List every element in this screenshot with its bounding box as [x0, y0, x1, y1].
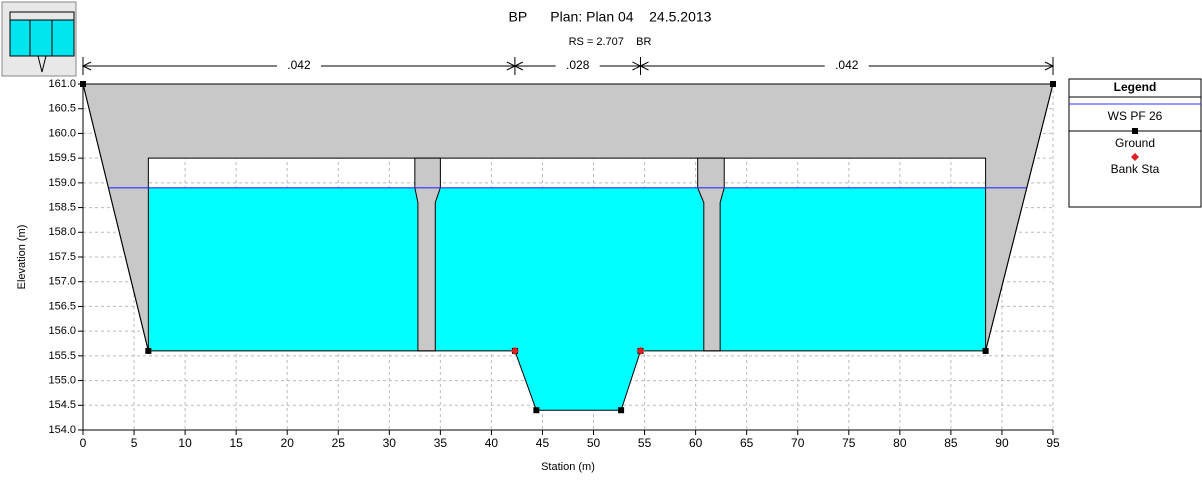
- ground-point: [618, 407, 625, 414]
- legend: Legend: [1068, 78, 1202, 208]
- x-tick-label: 95: [1046, 436, 1060, 450]
- y-tick-label: 159.0: [48, 177, 76, 189]
- axes: [82, 84, 1053, 431]
- legend-label: Ground: [1115, 136, 1155, 150]
- x-tick-label: 45: [536, 436, 550, 450]
- thumbnail-outline: [9, 11, 75, 73]
- x-tick-label: 30: [383, 436, 397, 450]
- y-axis-label: Elevation (m): [16, 225, 28, 290]
- ground-point: [145, 347, 152, 354]
- legend-title: Legend: [1114, 80, 1157, 94]
- ground-point: [982, 347, 989, 354]
- ground-line: [82, 83, 1054, 411]
- x-axis-label: Station (m): [541, 461, 595, 473]
- pier: [697, 157, 725, 352]
- x-tick-label: 65: [740, 436, 754, 450]
- x-tick-label: 60: [689, 436, 703, 450]
- x-tick-label: 5: [131, 436, 138, 450]
- y-tick-label: 159.5: [48, 152, 76, 164]
- y-tick-label: 154.0: [48, 424, 76, 436]
- x-tick-label: 25: [332, 436, 346, 450]
- x-tick-label: 90: [995, 436, 1009, 450]
- legend-label: Bank Sta: [1111, 162, 1160, 176]
- legend-label: WS PF 26: [1108, 109, 1163, 123]
- n-value-label: .028: [566, 58, 590, 72]
- y-tick-label: 156.0: [48, 325, 76, 337]
- pier: [414, 157, 441, 352]
- y-tick-label: 158.0: [48, 226, 76, 238]
- ground-point: [1050, 81, 1056, 87]
- y-tick-label: 154.5: [48, 399, 76, 411]
- y-tick-label: 155.0: [48, 374, 76, 386]
- x-tick-label: 35: [434, 436, 448, 450]
- legend-swatch: [1132, 128, 1138, 134]
- x-tick-label: 75: [842, 436, 856, 450]
- n-arrowhead: [639, 61, 1055, 71]
- thumbnail-water: [9, 19, 75, 57]
- y-tick-label: 160.0: [48, 127, 76, 139]
- y-tick-label: 158.5: [48, 201, 76, 213]
- n-value-label: .042: [287, 58, 311, 72]
- x-tick-label: 55: [638, 436, 652, 450]
- legend-swatch: [1131, 153, 1139, 161]
- x-tick-label: 50: [587, 436, 601, 450]
- y-tick-label: 160.5: [48, 103, 76, 115]
- thumbnail: [1, 1, 77, 77]
- y-tick-label: 161.0: [48, 78, 76, 90]
- x-tick-label: 70: [791, 436, 805, 450]
- y-tick-label: 155.5: [48, 350, 76, 362]
- bank-station: [510, 346, 519, 355]
- y-tick-label: 157.0: [48, 276, 76, 288]
- x-tick-label: 85: [944, 436, 958, 450]
- x-tick-label: 80: [893, 436, 907, 450]
- x-tick-label: 20: [281, 436, 295, 450]
- ground-point: [533, 407, 540, 414]
- chart-subtitle: RS = 2.707 BR: [569, 36, 652, 48]
- n-value-label: .042: [835, 58, 859, 72]
- bank-station: [636, 346, 645, 355]
- y-tick-label: 156.5: [48, 300, 76, 312]
- x-tick-label: 0: [80, 436, 87, 450]
- chart-title: BP Plan: Plan 04 24.5.2013: [509, 9, 712, 25]
- y-tick-label: 157.5: [48, 251, 76, 263]
- x-tick-label: 10: [178, 436, 192, 450]
- water-fill: [148, 187, 986, 411]
- x-tick-label: 15: [229, 436, 243, 450]
- x-tick-label: 40: [485, 436, 499, 450]
- legend-frame: [1068, 78, 1202, 208]
